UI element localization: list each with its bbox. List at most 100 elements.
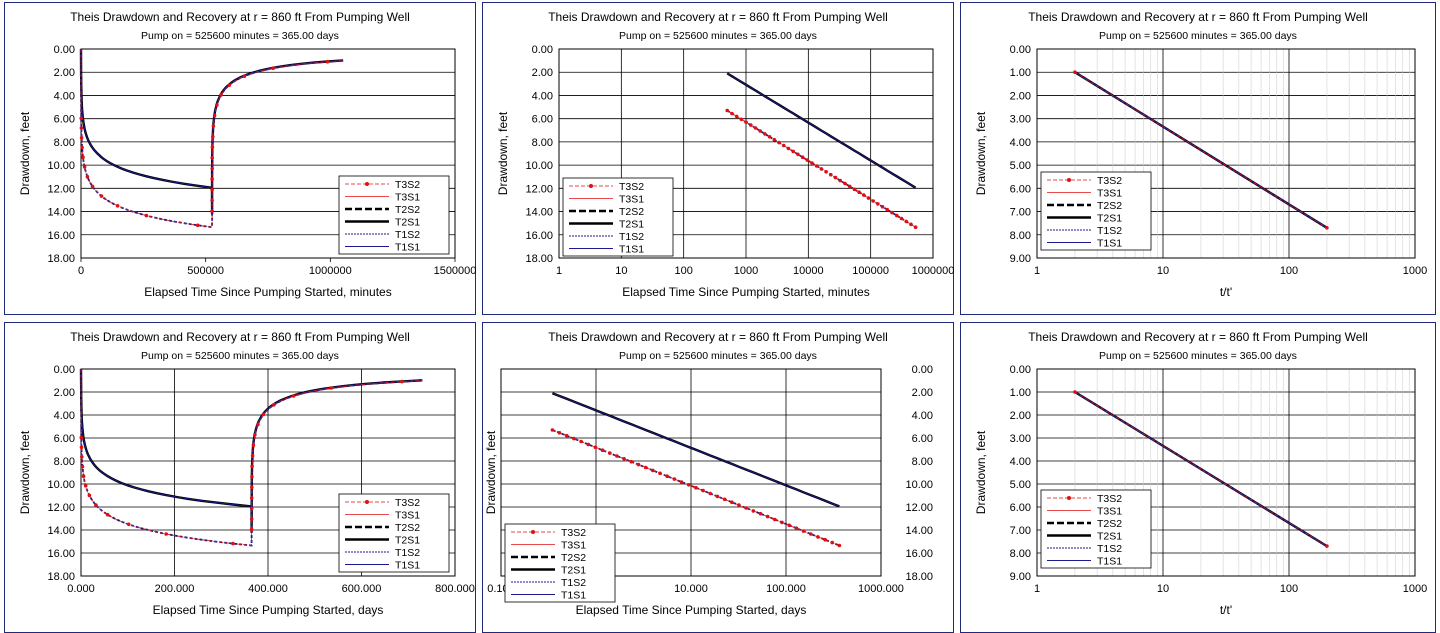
- series-T3S2-marker: [210, 156, 214, 160]
- y-tick-label: 10.00: [905, 479, 933, 491]
- y-tick-label: 9.00: [1010, 571, 1031, 583]
- x-tick-label: 1000: [1403, 583, 1427, 595]
- y-tick-label: 4.00: [1010, 137, 1031, 149]
- series-T3S2-marker: [885, 207, 890, 212]
- series-T3S2-marker: [586, 442, 590, 447]
- chart-subtitle: Pump on = 525600 minutes = 365.00 days: [619, 350, 817, 362]
- legend-box: [338, 175, 450, 255]
- legend-label-T2S1: T2S1: [395, 217, 420, 229]
- y-tick-label: 0.00: [912, 364, 933, 376]
- series-T3S2-marker: [773, 517, 777, 522]
- series-T3S2-marker: [739, 117, 744, 122]
- y-axis-label: Drawdown, feet: [18, 430, 32, 514]
- legend-marker-T3S2: [365, 182, 369, 186]
- series-T3S2-marker: [816, 535, 820, 539]
- x-tick-label: 10: [1157, 583, 1169, 595]
- x-axis-label: Elapsed Time Since Pumping Started, days: [153, 603, 384, 617]
- y-tick-label: 14.00: [905, 525, 933, 537]
- series-T3S2-marker: [622, 457, 626, 461]
- series-T3S2-marker: [164, 532, 168, 536]
- series-T3S2-marker: [737, 503, 741, 507]
- series-T3S2-marker: [636, 462, 641, 467]
- series-T3S2-marker: [144, 213, 149, 218]
- series-T3S2-marker: [79, 116, 83, 121]
- series-T3S2-marker: [271, 66, 275, 70]
- x-tick-label: 10000: [793, 265, 824, 277]
- plot-area: [500, 368, 882, 577]
- chart-title: Theis Drawdown and Recovery at r = 860 f…: [1028, 330, 1368, 344]
- series-T3S2-marker: [701, 488, 705, 493]
- y-tick-label: 2.00: [1010, 410, 1031, 422]
- series-T3S2-marker: [79, 126, 84, 130]
- chart-subtitle: Pump on = 525600 minutes = 365.00 days: [141, 30, 339, 42]
- legend-label-T3S2: T3S2: [395, 497, 420, 509]
- series-T3S2-marker: [400, 379, 404, 384]
- series-T1S1-line: [552, 392, 840, 507]
- y-tick-label: 14.00: [47, 525, 75, 537]
- series-T3S2-marker: [725, 108, 729, 113]
- series-T3S2-marker: [325, 59, 330, 64]
- x-tick-label: 1: [1034, 583, 1040, 595]
- y-tick-label: 0.00: [1010, 364, 1031, 376]
- y-tick-label: 4.00: [912, 410, 933, 422]
- legend-box: [1040, 171, 1152, 251]
- series-T3S2-marker: [291, 394, 296, 398]
- y-tick-label: 3.00: [1010, 114, 1031, 126]
- series-T3S2-marker: [1073, 390, 1077, 394]
- series-T3S2-marker: [600, 448, 605, 452]
- x-tick-label: 1: [556, 265, 562, 277]
- series-T3S2-marker: [79, 136, 84, 140]
- y-tick-label: 8.00: [532, 137, 553, 149]
- y-tick-label: 6.00: [54, 433, 75, 445]
- series-T3S2-marker: [899, 216, 904, 221]
- y-tick-label: 16.00: [525, 230, 553, 242]
- y-tick-label: 6.00: [912, 433, 933, 445]
- series-T3S2-marker: [730, 111, 734, 116]
- series-T3S2-marker: [80, 145, 84, 150]
- chart-panel-2: Theis Drawdown and Recovery at r = 860 f…: [482, 2, 954, 315]
- legend-label-T3S1: T3S1: [395, 510, 420, 522]
- y-tick-label: 7.00: [1010, 207, 1031, 219]
- legend-marker-T3S2: [531, 530, 535, 534]
- series-T3S2-marker: [787, 523, 791, 528]
- series-T3S2-line: [1074, 71, 1328, 229]
- series-T3S2-marker: [758, 129, 762, 133]
- series-T3S2-marker: [715, 494, 720, 499]
- legend-label-T3S1: T3S1: [561, 540, 586, 552]
- series-T3S2-marker: [195, 223, 200, 228]
- series-T3S2-marker: [94, 503, 98, 507]
- legend-label-T2S2: T2S2: [619, 206, 644, 218]
- x-tick-label: 1000.000: [858, 583, 904, 595]
- series-T3S2-marker: [730, 500, 734, 504]
- series-T3S2-marker: [80, 455, 84, 459]
- series-T3S2-marker: [80, 464, 85, 469]
- series-T3S2-marker: [211, 124, 216, 128]
- y-axis-label: Drawdown, feet: [974, 111, 988, 195]
- chart-panel-6: Theis Drawdown and Recovery at r = 860 f…: [960, 322, 1436, 633]
- series-T3S2-marker: [843, 181, 847, 186]
- series-T3S2-marker: [805, 158, 810, 162]
- y-tick-label: 2.00: [54, 67, 75, 79]
- series-T3S2-marker: [85, 174, 90, 179]
- series-T3S2-marker: [814, 164, 819, 168]
- legend-label-T1S1: T1S1: [561, 590, 586, 602]
- legend-label-T2S2: T2S2: [395, 522, 420, 534]
- y-axis-label: Drawdown, feet: [18, 111, 32, 195]
- y-tick-label: 8.00: [1010, 230, 1031, 242]
- series-T3S2-marker: [227, 83, 231, 87]
- y-tick-label: 2.00: [54, 387, 75, 399]
- y-axis-label: Drawdown, feet: [484, 430, 498, 514]
- series-T3S2-marker: [857, 190, 861, 194]
- series-T3S2-marker: [242, 74, 247, 78]
- legend-label-T1S2: T1S2: [619, 231, 644, 243]
- y-tick-label: 14.00: [47, 207, 75, 219]
- chart-title: Theis Drawdown and Recovery at r = 860 f…: [548, 330, 888, 344]
- series-T3S2-marker: [829, 172, 833, 177]
- y-axis-label: Drawdown, feet: [974, 430, 988, 514]
- legend-label-T3S2: T3S2: [619, 181, 644, 193]
- legend-label-T2S1: T2S1: [395, 535, 420, 547]
- series-T3S2-marker: [249, 527, 254, 532]
- series-T3S2-marker: [79, 435, 84, 440]
- y-tick-label: 4.00: [1010, 456, 1031, 468]
